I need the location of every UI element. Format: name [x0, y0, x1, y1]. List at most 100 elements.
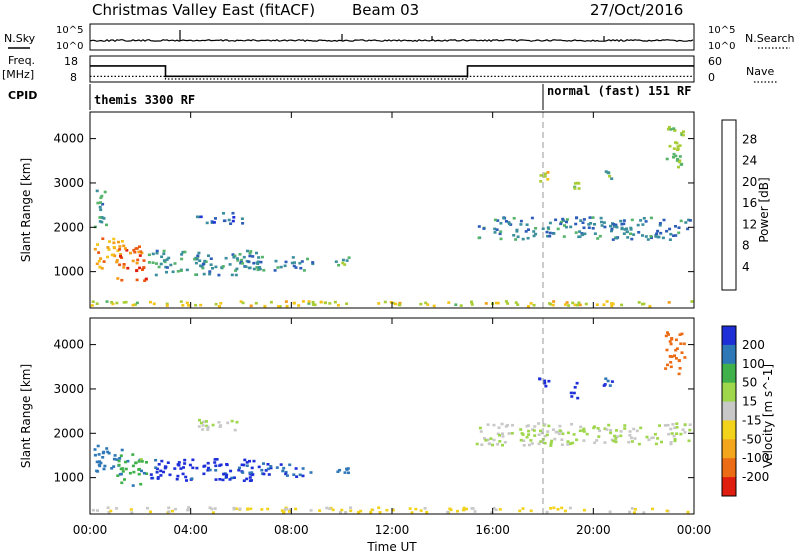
range-gate-cell: [222, 212, 225, 215]
range-gate-cell: [136, 258, 140, 262]
range-gate-cell: [269, 465, 273, 468]
range-gate-cell: [181, 250, 185, 254]
colorbar-frame: [721, 119, 737, 291]
range-gate-cell: [135, 261, 139, 265]
range-gate-cell: [181, 472, 185, 476]
range-gate-cell: [612, 439, 616, 443]
range-gate-cell: [541, 227, 545, 230]
range-gate-cell: [562, 219, 565, 222]
range-gate-cell: [135, 269, 139, 273]
colorbar-tick-label: 200: [742, 338, 765, 352]
range-gate-cell: [345, 302, 349, 305]
range-gate-cell: [582, 430, 586, 433]
range-gate-cell: [636, 223, 640, 227]
range-gate-cell: [123, 478, 126, 481]
range-gate-cell: [185, 268, 189, 272]
range-gate-cell: [560, 443, 564, 446]
range-gate-cell: [571, 301, 575, 305]
range-gate-cell: [99, 196, 103, 200]
range-gate-cell: [552, 232, 556, 235]
range-gate-cell: [578, 303, 582, 307]
range-gate-cell: [653, 432, 657, 436]
colorbar-tick-label: 24: [742, 154, 757, 168]
range-gate-cell: [349, 506, 353, 509]
cpid-segment-1: themis 3300 RF: [94, 93, 195, 107]
range-gate-cell: [672, 147, 676, 150]
range-gate-cell: [162, 259, 166, 262]
range-gate-cell: [252, 459, 256, 463]
range-gate-cell: [134, 247, 138, 250]
range-gate-cell: [232, 216, 236, 219]
range-gate-cell: [115, 507, 118, 510]
range-gate-cell: [294, 507, 298, 511]
range-gate-cell: [672, 434, 676, 438]
range-gate-cell: [516, 303, 520, 306]
range-gate-cell: [670, 432, 674, 435]
range-gate-cell: [97, 259, 101, 263]
range-gate-cell: [547, 379, 551, 383]
range-gate-cell: [432, 304, 436, 308]
range-gate-cell: [577, 187, 581, 190]
range-gate-cell: [566, 440, 570, 443]
range-gate-cell: [238, 253, 242, 256]
range-gate-cell: [501, 432, 504, 435]
range-gate-cell: [284, 300, 288, 303]
range-gate-cell: [642, 511, 646, 514]
range-gate-cell: [159, 474, 163, 477]
range-gate-cell: [338, 511, 342, 514]
freq-tick-high: 18: [64, 55, 78, 68]
y-tick-label: 2000: [53, 220, 84, 234]
range-gate-cell: [182, 466, 185, 469]
range-gate-cell: [318, 509, 322, 512]
range-gate-cell: [619, 219, 623, 223]
range-gate-cell: [228, 478, 232, 481]
range-gate-cell: [154, 273, 158, 277]
range-gate-cell: [138, 245, 141, 248]
range-gate-cell: [260, 255, 264, 259]
range-gate-cell: [155, 467, 159, 471]
range-gate-cell: [626, 236, 630, 239]
range-gate-cell: [677, 226, 681, 229]
range-gate-cell: [166, 461, 170, 464]
range-gate-cell: [515, 228, 519, 232]
range-gate-cell: [198, 418, 201, 422]
range-gate-cell: [603, 427, 607, 430]
range-gate-cell: [249, 304, 253, 308]
range-gate-cell: [677, 372, 681, 376]
range-gate-cell: [210, 220, 214, 223]
range-gate-cell: [666, 363, 669, 367]
range-gate-cell: [252, 267, 256, 271]
range-gate-cell: [274, 259, 278, 263]
range-gate-cell: [385, 508, 389, 512]
range-gate-cell: [546, 178, 550, 181]
range-gate-cell: [131, 464, 135, 468]
range-gate-cell: [213, 507, 217, 510]
range-gate-cell: [139, 250, 143, 253]
range-gate-cell: [341, 258, 345, 262]
range-gate-cell: [279, 265, 283, 269]
range-gate-cell: [506, 302, 510, 305]
range-gate-cell: [235, 420, 239, 424]
range-gate-cell: [607, 171, 610, 174]
range-gate-cell: [338, 468, 342, 472]
y-tick-label: 1000: [53, 265, 84, 279]
range-gate-cell: [687, 439, 691, 443]
range-gate-cell: [588, 216, 592, 219]
colorbar-tick-label: 12: [742, 217, 757, 231]
colorbar-tick-label: -50: [742, 432, 762, 446]
range-gate-cell: [682, 130, 685, 133]
colorbar-swatch: [722, 458, 736, 478]
range-gate-cell: [106, 450, 110, 454]
y-tick-label: 3000: [53, 176, 84, 190]
range-gate-cell: [665, 509, 669, 513]
range-gate-cell: [498, 232, 502, 236]
range-gate-cell: [543, 172, 547, 176]
velocity-colorbar-label: Velocity [m s^-1]: [761, 364, 775, 468]
range-gate-cell: [610, 229, 613, 233]
range-gate-cell: [205, 420, 208, 423]
range-gate-cell: [625, 227, 629, 230]
range-gate-cell: [503, 441, 507, 444]
range-gate-cell: [648, 304, 652, 308]
range-gate-cell: [142, 471, 146, 475]
range-gate-cell: [492, 438, 496, 442]
